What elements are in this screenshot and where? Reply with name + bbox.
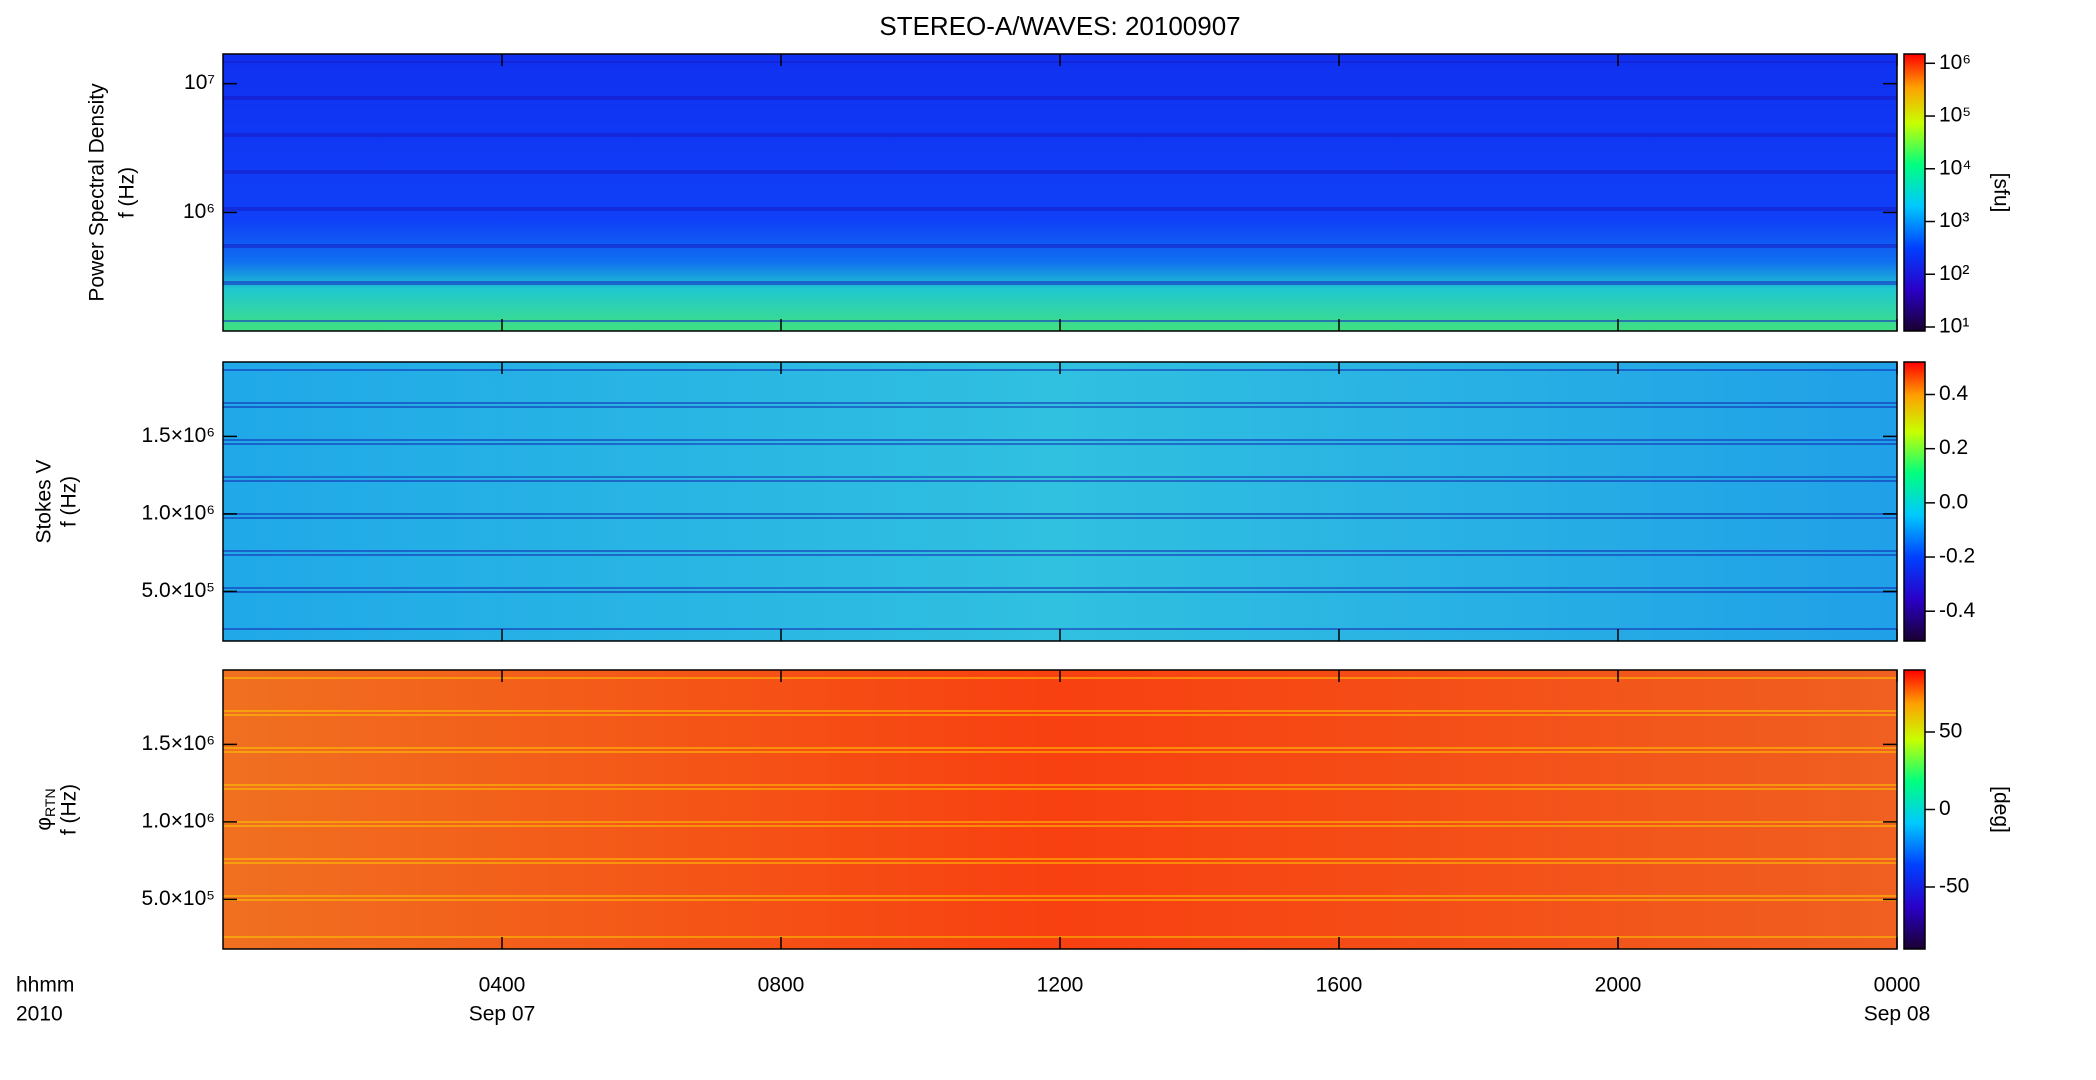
x-tick-label: 0400 — [479, 974, 526, 997]
x-axis-label: 2010 — [16, 1003, 63, 1026]
y-tick-label: 1.0×10⁶ — [142, 501, 215, 524]
x-tick-label: 0800 — [758, 974, 805, 997]
x-tick-label: 0000 — [1874, 974, 1921, 997]
x-axis-label: hhmm — [16, 974, 74, 997]
y-axis-label: φRTN — [33, 788, 58, 830]
spectrogram-image — [223, 670, 1897, 949]
x-tick-date: Sep 07 — [469, 1003, 536, 1026]
y-tick-label: 5.0×10⁵ — [141, 887, 215, 910]
x-tick-label: 2000 — [1595, 974, 1642, 997]
colorbar — [1903, 361, 1926, 642]
y-axis-label: Power Spectral Density — [86, 83, 109, 302]
colorbar-tick-label: 10² — [1939, 262, 1969, 285]
colorbar-tick-label: 10⁵ — [1939, 104, 1971, 127]
spectrogram-image — [223, 362, 1897, 641]
colorbar-tick-label: -50 — [1939, 875, 1969, 898]
colorbar-label: [deg] — [1989, 786, 2012, 833]
y-tick-label: 1.5×10⁶ — [142, 732, 215, 755]
y-axis-label: f (Hz) — [58, 476, 81, 527]
y-axis-label: f (Hz) — [58, 784, 81, 835]
colorbar — [1903, 669, 1926, 950]
colorbar-tick-label: 10⁴ — [1939, 156, 1971, 179]
colorbar-tick-label: 10³ — [1939, 209, 1969, 232]
y-tick-label: 10⁷ — [184, 71, 215, 94]
colorbar-tick-label: 0 — [1939, 797, 1951, 820]
y-tick-label: 10⁶ — [183, 200, 215, 223]
colorbar-tick-label: 10⁶ — [1939, 51, 1971, 74]
colorbar-tick-label: 10¹ — [1939, 315, 1969, 338]
colorbar-tick-label: -0.4 — [1939, 599, 1976, 622]
x-tick-label: 1600 — [1316, 974, 1363, 997]
colorbar-label: [sfu] — [1989, 173, 2012, 213]
colorbar-tick-label: 0.0 — [1939, 490, 1968, 513]
y-tick-label: 1.5×10⁶ — [142, 424, 215, 447]
colorbar — [1903, 53, 1926, 332]
colorbar-tick-label: -0.2 — [1939, 545, 1975, 568]
y-axis-label: f (Hz) — [116, 167, 139, 218]
spectrogram-image — [223, 54, 1897, 331]
y-axis-label: Stokes V — [33, 459, 56, 543]
x-tick-label: 1200 — [1037, 974, 1084, 997]
y-tick-label: 1.0×10⁶ — [142, 809, 215, 832]
chart-title: STEREO-A/WAVES: 20100907 — [879, 11, 1240, 41]
colorbar-tick-label: 0.4 — [1939, 382, 1969, 405]
y-tick-label: 5.0×10⁵ — [141, 579, 215, 602]
colorbar-tick-label: 50 — [1939, 720, 1962, 743]
x-tick-date: Sep 08 — [1864, 1003, 1931, 1026]
colorbar-tick-label: 0.2 — [1939, 436, 1968, 459]
y-axis-label-subscript: RTN — [42, 788, 58, 817]
